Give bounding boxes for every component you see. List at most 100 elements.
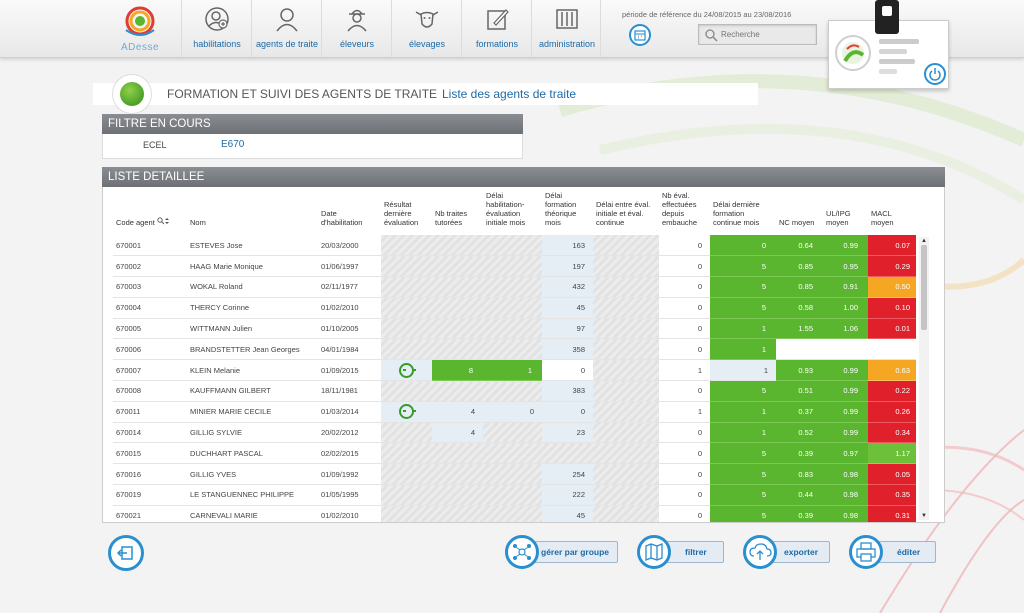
logout-button[interactable] — [924, 63, 946, 85]
nav-formations[interactable]: formations — [461, 0, 531, 57]
edit-button[interactable]: éditer — [866, 541, 936, 563]
cell-macl: 0.34 — [868, 422, 916, 444]
nav-habilitations[interactable]: habilitations — [181, 0, 251, 57]
table-row[interactable]: 670003 WOKAL Roland 02/11/1977 432 0 5 0.85 0.9… — [113, 276, 916, 298]
cell-delai-cont: 5 — [710, 484, 776, 506]
table-row[interactable]: 670011 MINIER MARIE CECILE 01/03/2014 4 0 0 1 1… — [113, 401, 916, 423]
table-row[interactable]: 670001 ESTEVES Jose 20/03/2000 163 0 0 0.64 0.9… — [113, 235, 916, 257]
nav-label: formations — [475, 39, 519, 49]
col-header-macl[interactable]: MACL moyen — [871, 209, 894, 227]
col-header-resultat[interactable]: Résultat dernière évaluation — [384, 200, 419, 227]
cell-delai-cont: 0 — [710, 235, 776, 257]
col-header-code-agent[interactable]: Code agent — [113, 187, 187, 235]
cell-resultat — [381, 505, 432, 522]
cell-macl: 0.63 — [868, 359, 916, 382]
nav-eleveurs[interactable]: éleveurs — [321, 0, 391, 57]
cell-delai-hab: 1 — [483, 359, 542, 382]
table-row[interactable]: 670021 CARNEVALI MARIE 01/02/2010 45 0 5 0.39 0… — [113, 505, 916, 522]
back-button[interactable] — [108, 535, 144, 571]
page-subtitle[interactable]: Liste des agents de traite — [442, 87, 577, 101]
table-row[interactable]: 670002 HAAG Marie Monique 01/06/1997 197 0 5 0… — [113, 255, 916, 278]
cell-date: 18/11/1981 — [318, 380, 381, 402]
cell-ul — [823, 338, 868, 361]
cell-resultat — [381, 338, 432, 361]
cell-ul: 1.06 — [823, 318, 868, 340]
col-header-delai-eval[interactable]: Délai entre éval. initiale et éval. cont… — [596, 200, 651, 227]
col-header-nb-traites[interactable]: Nb traites tutorées — [435, 209, 468, 227]
cell-delai-eval — [593, 359, 659, 382]
cell-nom: THERCY Corinne — [187, 297, 318, 319]
scroll-thumb[interactable] — [921, 245, 927, 330]
cell-nom: WOKAL Roland — [187, 276, 318, 298]
cell-resultat — [381, 401, 432, 423]
cell-delai-cont: 1 — [710, 338, 776, 361]
search-box[interactable] — [698, 24, 817, 45]
map-icon — [645, 543, 663, 561]
list-panel-header: LISTE DETAILLEE — [102, 167, 945, 187]
table-row[interactable]: 670015 DUCHHART PASCAL 02/02/2015 0 5 0.39 0.9… — [113, 442, 916, 465]
nav-elevages[interactable]: élevages — [391, 0, 461, 57]
nav-label: agents de traite — [255, 39, 319, 49]
table-row[interactable]: 670007 KLEIN Melanie 01/09/2015 8 1 0 1 1 0.93 0.… — [113, 359, 916, 382]
col-header-date[interactable]: Date d'habilitation — [321, 209, 363, 227]
scroll-up-arrow-icon[interactable]: ▲ — [921, 238, 927, 244]
cell-delai-cont: 5 — [710, 276, 776, 298]
cell-nom: MINIER MARIE CECILE — [187, 401, 318, 423]
col-header-delai-cont[interactable]: Délai dernière formation continue mois — [713, 200, 760, 227]
calendar-button[interactable] — [629, 24, 651, 46]
filter-button-label: filtrer — [685, 547, 707, 557]
search-input[interactable] — [721, 27, 813, 42]
cell-delai-eval — [593, 318, 659, 340]
col-header-nb-eval[interactable]: Nb éval. effectuées depuis embauche — [662, 191, 698, 227]
scroll-down-arrow-icon[interactable]: ▼ — [921, 513, 927, 519]
col-header-ul[interactable]: UL/IPG moyen — [826, 209, 851, 227]
table-row[interactable]: 670008 KAUFFMANN GILBERT 18/11/1981 383 0 5 0.… — [113, 380, 916, 402]
col-header-nom[interactable]: Nom — [190, 218, 206, 227]
user-role-redacted — [879, 59, 915, 64]
export-icon-button[interactable] — [743, 535, 777, 569]
cell-date: 20/03/2000 — [318, 235, 381, 257]
table-row[interactable]: 670005 WITTMANN Julien 01/10/2005 97 0 1 1.55 1… — [113, 318, 916, 340]
cell-delai-hab — [483, 484, 542, 506]
cell-nb-eval: 0 — [659, 505, 710, 522]
cell-nom: HAAG Marie Monique — [187, 255, 318, 278]
sort-search-icon[interactable] — [157, 217, 171, 225]
filter-icon-button[interactable] — [637, 535, 671, 569]
cell-macl: 0.05 — [868, 463, 916, 486]
cell-delai-eval — [593, 422, 659, 444]
col-header-delai-form[interactable]: Délai formation théorique mois — [545, 191, 577, 227]
cell-delai-form: 0 — [542, 359, 593, 382]
filter-value[interactable]: E670 — [221, 139, 245, 150]
col-header-delai-hab[interactable]: Délai habilitation-évaluation initiale m… — [486, 191, 526, 227]
cell-resultat — [381, 318, 432, 340]
table-header-row: Code agent Nom Date d'habilitation Résul… — [113, 187, 916, 235]
app-logo[interactable]: ADesse — [108, 4, 172, 56]
col-header-nc[interactable]: NC moyen — [779, 218, 815, 227]
cell-code: 670003 — [113, 276, 187, 298]
table-row[interactable]: 670006 BRANDSTETTER Jean Georges 04/01/198… — [113, 338, 916, 361]
cell-delai-hab — [483, 255, 542, 278]
cell-macl: 0.29 — [868, 255, 916, 278]
filter-panel: ECEL E670 — [102, 134, 523, 159]
group-manage-button[interactable]: gérer par groupe — [522, 541, 618, 563]
cow-icon — [415, 11, 439, 28]
table-scrollbar[interactable]: ▲ ▼ — [919, 237, 929, 520]
nav-agents-de-traite[interactable]: agents de traite — [251, 0, 321, 57]
cell-date: 02/11/1977 — [318, 276, 381, 298]
edit-icon-button[interactable] — [849, 535, 883, 569]
group-manage-icon-button[interactable] — [505, 535, 539, 569]
logo-icon — [125, 6, 155, 36]
cell-nb-eval: 1 — [659, 401, 710, 423]
table-row[interactable]: 670016 GILLIG YVES 01/09/1992 254 0 5 0.83 0.98… — [113, 463, 916, 486]
nav-administration[interactable]: administration — [531, 0, 601, 57]
table-row[interactable]: 670014 GILLIG SYLVIE 20/02/2012 4 23 0 1 0.52 0.… — [113, 422, 916, 444]
cell-delai-cont: 5 — [710, 380, 776, 402]
cell-delai-form: 163 — [542, 235, 593, 257]
cell-delai-form: 45 — [542, 505, 593, 522]
cell-nom: BRANDSTETTER Jean Georges — [187, 338, 318, 361]
table-row[interactable]: 670019 LE STANGUENNEC PHILIPPE 01/05/1995 2… — [113, 484, 916, 506]
user-icon — [276, 8, 298, 32]
page-title: FORMATION ET SUIVI DES AGENTS DE TRAITE — [167, 87, 438, 101]
table-row[interactable]: 670004 THERCY Corinne 01/02/2010 45 0 5 0.58 1.… — [113, 297, 916, 319]
smiley-icon — [399, 404, 416, 420]
